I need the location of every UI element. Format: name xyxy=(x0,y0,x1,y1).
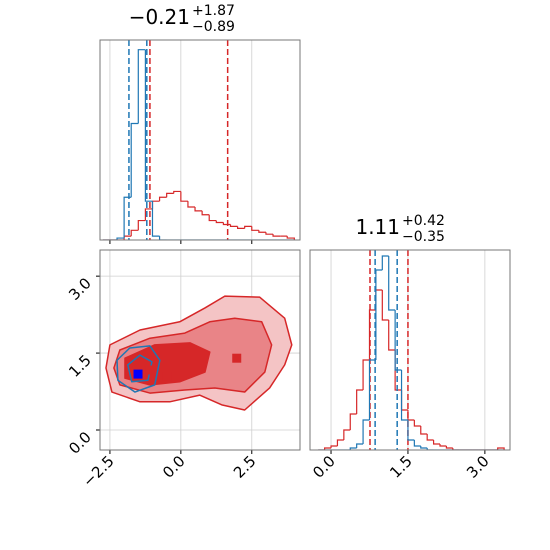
panel xyxy=(318,250,505,450)
histogram-step xyxy=(194,206,203,212)
histogram-step xyxy=(336,439,344,446)
histogram-step xyxy=(356,443,364,448)
marker xyxy=(133,369,143,379)
histogram-step xyxy=(426,434,434,441)
histogram-step xyxy=(130,122,139,198)
x-tick-label: 2.5 xyxy=(230,452,260,482)
x-tick-label: 3.0 xyxy=(463,452,493,482)
panel xyxy=(100,250,300,450)
histogram-step xyxy=(368,359,376,420)
histogram-step xyxy=(343,429,351,440)
histogram-step xyxy=(420,446,428,449)
histogram-step xyxy=(349,413,357,430)
histogram-step xyxy=(413,420,421,427)
title-value: −0.21 xyxy=(129,5,190,29)
marker xyxy=(232,353,242,363)
panel-frame xyxy=(99,249,301,451)
histogram-step xyxy=(258,230,266,233)
y-tick-label: 0.0 xyxy=(65,428,95,458)
histogram-step xyxy=(144,49,153,202)
histogram-step xyxy=(426,448,434,450)
histogram-step xyxy=(236,226,245,229)
x-tick-label: −2.5 xyxy=(79,452,117,490)
title-lower: −0.89 xyxy=(192,19,235,35)
histogram-step xyxy=(349,447,357,450)
histogram-step xyxy=(123,196,132,239)
title-upper: +0.42 xyxy=(402,213,445,229)
y-tick-label: 1.5 xyxy=(65,351,95,381)
histogram-step xyxy=(388,320,396,351)
histogram-step xyxy=(158,196,167,202)
histogram-step xyxy=(137,49,146,124)
histogram-step xyxy=(151,201,160,237)
histogram-step xyxy=(375,289,383,310)
histogram-step xyxy=(407,420,415,441)
histogram-step xyxy=(381,290,389,321)
title-lower: −0.35 xyxy=(402,229,445,245)
histogram-step xyxy=(324,447,332,450)
panel-frame xyxy=(309,249,511,451)
histogram-step xyxy=(394,310,402,371)
histogram-step xyxy=(151,200,160,209)
histogram-step xyxy=(251,226,259,231)
histogram-step xyxy=(407,410,415,421)
histogram-step xyxy=(201,210,210,216)
histogram-step xyxy=(452,448,460,450)
histogram-step xyxy=(187,201,196,208)
histogram-step xyxy=(330,445,338,448)
histogram-step xyxy=(362,419,370,444)
histogram-step xyxy=(116,237,125,240)
histogram-step xyxy=(400,370,408,421)
histogram-step xyxy=(445,446,453,449)
marker xyxy=(145,365,155,375)
histogram-step xyxy=(144,208,153,221)
histogram-step xyxy=(130,229,139,237)
x-tick-label: 1.5 xyxy=(386,452,416,482)
histogram-step xyxy=(497,447,505,450)
histogram-step xyxy=(356,389,364,414)
histogram-step xyxy=(272,234,281,237)
marker xyxy=(162,371,172,381)
histogram-step xyxy=(244,225,252,229)
title-value: 1.11 xyxy=(355,215,400,239)
histogram-step xyxy=(400,390,408,411)
histogram-step xyxy=(265,232,274,235)
histogram-step xyxy=(158,236,167,240)
histogram-step xyxy=(137,219,146,231)
histogram-step xyxy=(180,191,188,202)
histogram-step xyxy=(229,224,238,228)
histogram-step xyxy=(388,256,396,311)
histogram-step xyxy=(432,440,440,445)
y-tick-label: 3.0 xyxy=(65,274,95,304)
histogram-step xyxy=(375,269,383,360)
x-tick-label: 0.0 xyxy=(159,452,189,482)
histogram-step xyxy=(381,255,389,270)
histogram-step xyxy=(215,220,224,224)
histogram-step xyxy=(420,426,428,435)
panel xyxy=(102,40,295,240)
contour xyxy=(116,345,161,393)
histogram-step xyxy=(208,214,217,222)
x-tick-label: 0.0 xyxy=(309,452,339,482)
histogram-step xyxy=(286,236,295,240)
histogram-step xyxy=(123,235,132,240)
histogram-step xyxy=(413,440,421,447)
panel-frame xyxy=(99,39,301,241)
histogram-step xyxy=(166,192,174,198)
histogram-step xyxy=(173,190,181,194)
histogram-step xyxy=(362,359,370,390)
title-upper: +1.87 xyxy=(192,3,235,19)
histogram-step xyxy=(439,444,447,447)
